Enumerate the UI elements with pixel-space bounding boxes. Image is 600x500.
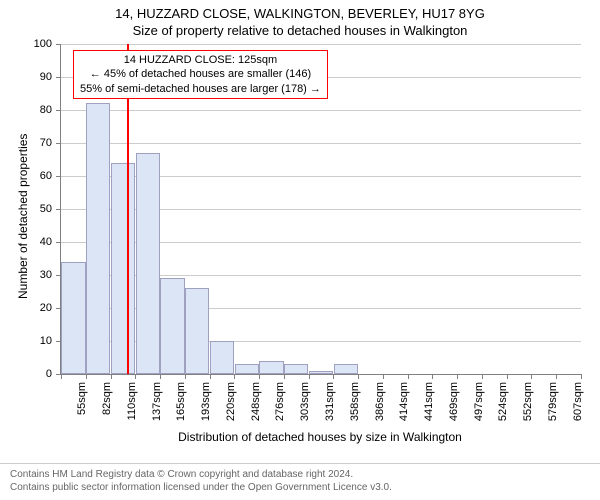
xtick-mark: [210, 374, 211, 379]
xtick-mark: [284, 374, 285, 379]
ytick-mark: [56, 143, 61, 144]
ytick-label: 70: [0, 137, 52, 149]
xtick-label: 441sqm: [423, 382, 435, 432]
xtick-label: 497sqm: [473, 382, 485, 432]
xtick-mark: [61, 374, 62, 379]
histogram-bar: [309, 371, 333, 374]
xtick-label: 386sqm: [374, 382, 386, 432]
xtick-mark: [457, 374, 458, 379]
xtick-label: 193sqm: [200, 382, 212, 432]
xtick-mark: [507, 374, 508, 379]
xtick-label: 110sqm: [126, 382, 138, 432]
annotation-box: 14 HUZZARD CLOSE: 125sqm← 45% of detache…: [73, 50, 328, 99]
ytick-label: 60: [0, 170, 52, 182]
xtick-label: 607sqm: [572, 382, 584, 432]
xtick-mark: [86, 374, 87, 379]
histogram-bar: [185, 288, 209, 374]
ytick-label: 10: [0, 335, 52, 347]
figure-container: 14, HUZZARD CLOSE, WALKINGTON, BEVERLEY,…: [0, 0, 600, 500]
xtick-mark: [432, 374, 433, 379]
annotation-line: 14 HUZZARD CLOSE: 125sqm: [80, 53, 321, 67]
histogram-bar: [61, 262, 85, 374]
gridline: [61, 110, 581, 111]
ytick-mark: [56, 44, 61, 45]
attribution-footer: Contains HM Land Registry data © Crown c…: [0, 463, 600, 500]
ytick-label: 90: [0, 71, 52, 83]
xtick-label: 137sqm: [151, 382, 163, 432]
ytick-mark: [56, 77, 61, 78]
xtick-label: 414sqm: [398, 382, 410, 432]
xtick-mark: [531, 374, 532, 379]
xtick-mark: [135, 374, 136, 379]
footer-line-1: Contains HM Land Registry data © Crown c…: [10, 468, 590, 481]
ytick-label: 40: [0, 236, 52, 248]
xtick-mark: [482, 374, 483, 379]
histogram-bar: [111, 163, 135, 374]
ytick-label: 20: [0, 302, 52, 314]
ytick-mark: [56, 110, 61, 111]
histogram-bar: [334, 364, 358, 374]
annotation-line: 55% of semi-detached houses are larger (…: [80, 82, 321, 96]
xtick-label: 552sqm: [522, 382, 534, 432]
title-block: 14, HUZZARD CLOSE, WALKINGTON, BEVERLEY,…: [0, 0, 600, 40]
xtick-mark: [259, 374, 260, 379]
x-axis-label: Distribution of detached houses by size …: [60, 430, 580, 444]
ytick-label: 30: [0, 269, 52, 281]
xtick-mark: [358, 374, 359, 379]
annotation-line: ← 45% of detached houses are smaller (14…: [80, 67, 321, 81]
xtick-mark: [581, 374, 582, 379]
xtick-mark: [234, 374, 235, 379]
xtick-mark: [383, 374, 384, 379]
xtick-label: 358sqm: [349, 382, 361, 432]
histogram-plot: 14 HUZZARD CLOSE: 125sqm← 45% of detache…: [60, 44, 581, 375]
xtick-label: 524sqm: [497, 382, 509, 432]
xtick-mark: [408, 374, 409, 379]
ytick-mark: [56, 242, 61, 243]
gridline: [61, 143, 581, 144]
ytick-mark: [56, 209, 61, 210]
ytick-label: 50: [0, 203, 52, 215]
ytick-label: 0: [0, 368, 52, 380]
histogram-bar: [235, 364, 259, 374]
xtick-label: 55sqm: [76, 382, 88, 432]
xtick-label: 220sqm: [225, 382, 237, 432]
xtick-label: 579sqm: [547, 382, 559, 432]
ytick-mark: [56, 176, 61, 177]
histogram-bar: [210, 341, 234, 374]
xtick-mark: [160, 374, 161, 379]
xtick-label: 469sqm: [448, 382, 460, 432]
xtick-label: 82sqm: [101, 382, 113, 432]
histogram-bar: [86, 103, 110, 374]
footer-line-2: Contains public sector information licen…: [10, 481, 590, 494]
gridline: [61, 44, 581, 45]
xtick-mark: [185, 374, 186, 379]
xtick-mark: [333, 374, 334, 379]
title-line-1: 14, HUZZARD CLOSE, WALKINGTON, BEVERLEY,…: [0, 6, 600, 23]
xtick-mark: [556, 374, 557, 379]
histogram-bar: [259, 361, 283, 374]
histogram-bar: [284, 364, 308, 374]
xtick-label: 165sqm: [175, 382, 187, 432]
histogram-bar: [160, 278, 184, 374]
xtick-label: 248sqm: [250, 382, 262, 432]
title-line-2: Size of property relative to detached ho…: [0, 23, 600, 40]
histogram-bar: [136, 153, 160, 374]
xtick-mark: [309, 374, 310, 379]
ytick-label: 80: [0, 104, 52, 116]
ytick-label: 100: [0, 38, 52, 50]
xtick-label: 276sqm: [274, 382, 286, 432]
xtick-mark: [111, 374, 112, 379]
xtick-label: 331sqm: [324, 382, 336, 432]
xtick-label: 303sqm: [299, 382, 311, 432]
